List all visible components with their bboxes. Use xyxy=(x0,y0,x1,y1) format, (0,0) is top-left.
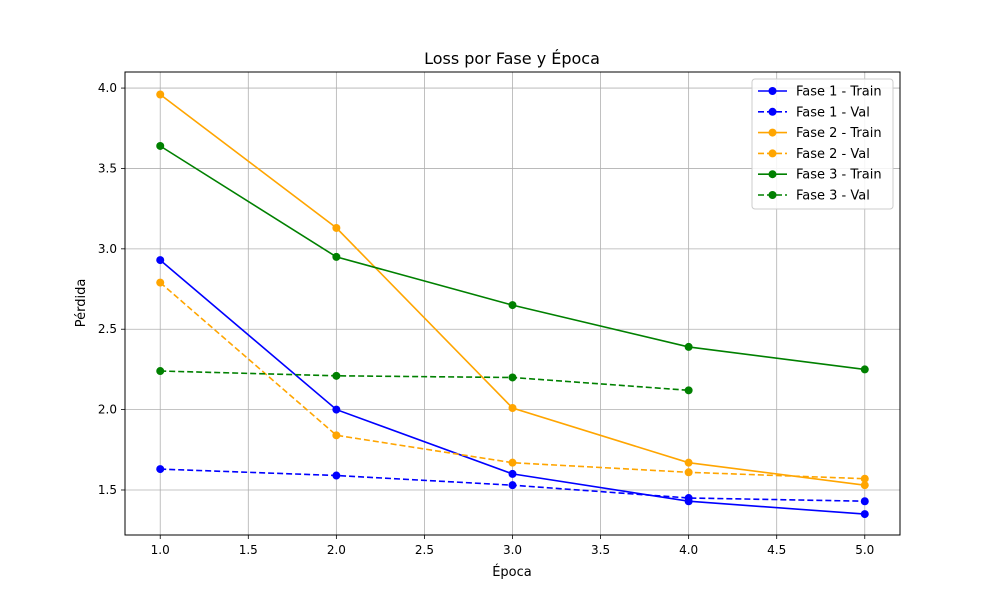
data-point xyxy=(508,301,517,310)
legend-label: Fase 1 - Val xyxy=(796,105,870,120)
legend-label: Fase 2 - Train xyxy=(796,126,882,141)
data-point xyxy=(860,474,869,483)
data-point xyxy=(684,458,693,467)
data-point xyxy=(332,431,341,440)
x-tick-label: 1.5 xyxy=(239,543,258,557)
y-axis-label: Pérdida xyxy=(74,279,89,328)
data-point xyxy=(684,386,693,395)
data-point xyxy=(860,497,869,506)
legend-swatch-marker xyxy=(768,149,777,158)
data-point xyxy=(684,494,693,503)
data-point xyxy=(860,510,869,519)
x-tick-label: 4.5 xyxy=(767,543,786,557)
series-line xyxy=(159,281,865,480)
data-point xyxy=(860,481,869,490)
series-line xyxy=(160,370,689,392)
data-point xyxy=(332,371,341,380)
x-tick-label: 5.0 xyxy=(855,543,874,557)
legend-label: Fase 3 - Train xyxy=(796,168,882,183)
legend-swatch-marker xyxy=(768,128,777,137)
x-axis-label: Época xyxy=(492,564,532,580)
data-point xyxy=(156,90,165,99)
data-point xyxy=(508,373,517,382)
x-tick-label: 4.0 xyxy=(679,543,698,557)
y-tick-label: 3.0 xyxy=(98,242,117,256)
x-tick-label: 3.5 xyxy=(591,543,610,557)
legend-label: Fase 2 - Val xyxy=(796,147,870,162)
data-point xyxy=(156,465,165,474)
data-point xyxy=(332,252,341,261)
legend-swatch-marker xyxy=(768,191,777,199)
series-layer xyxy=(156,90,869,519)
data-point xyxy=(684,342,693,351)
legend: Fase 1 - Train Fase 1 - Val Fase 2 - Train… xyxy=(751,78,894,210)
legend-box xyxy=(751,78,894,210)
legend-swatch-marker xyxy=(768,87,777,95)
legend-swatch-marker xyxy=(768,107,777,116)
data-point xyxy=(508,458,517,467)
x-tick-label: 3.0 xyxy=(503,543,522,557)
data-point xyxy=(332,471,341,480)
x-tick-label: 2.5 xyxy=(415,543,434,557)
data-point xyxy=(508,469,517,478)
data-point xyxy=(156,141,165,150)
y-tick-label: 3.5 xyxy=(98,161,117,175)
y-tick-label: 4.0 xyxy=(98,81,117,95)
data-point xyxy=(508,403,517,412)
x-axis: 1.0 1.5 2.0 2.5 3.0 3.5 4.0 4.5 5.0 xyxy=(151,535,874,557)
x-tick-label: 1.0 xyxy=(151,543,170,557)
data-point xyxy=(156,278,165,287)
legend-swatch-marker xyxy=(768,170,777,179)
data-point xyxy=(508,481,517,490)
data-point xyxy=(156,367,165,376)
data-point xyxy=(860,365,869,374)
x-tick-label: 2.0 xyxy=(327,543,346,557)
y-tick-label: 2.0 xyxy=(98,403,117,417)
legend-label: Fase 3 - Val xyxy=(796,189,870,204)
data-point xyxy=(332,405,341,414)
y-axis: 1.5 2.0 2.5 3.0 3.5 4.0 xyxy=(98,81,125,497)
chart-title: Loss por Fase y Época xyxy=(424,49,600,68)
data-point xyxy=(156,256,165,265)
y-tick-label: 1.5 xyxy=(98,483,117,497)
y-tick-label: 2.5 xyxy=(98,322,117,336)
legend-label: Fase 1 - Train xyxy=(796,85,882,100)
data-point xyxy=(332,223,341,232)
data-point xyxy=(684,468,693,477)
